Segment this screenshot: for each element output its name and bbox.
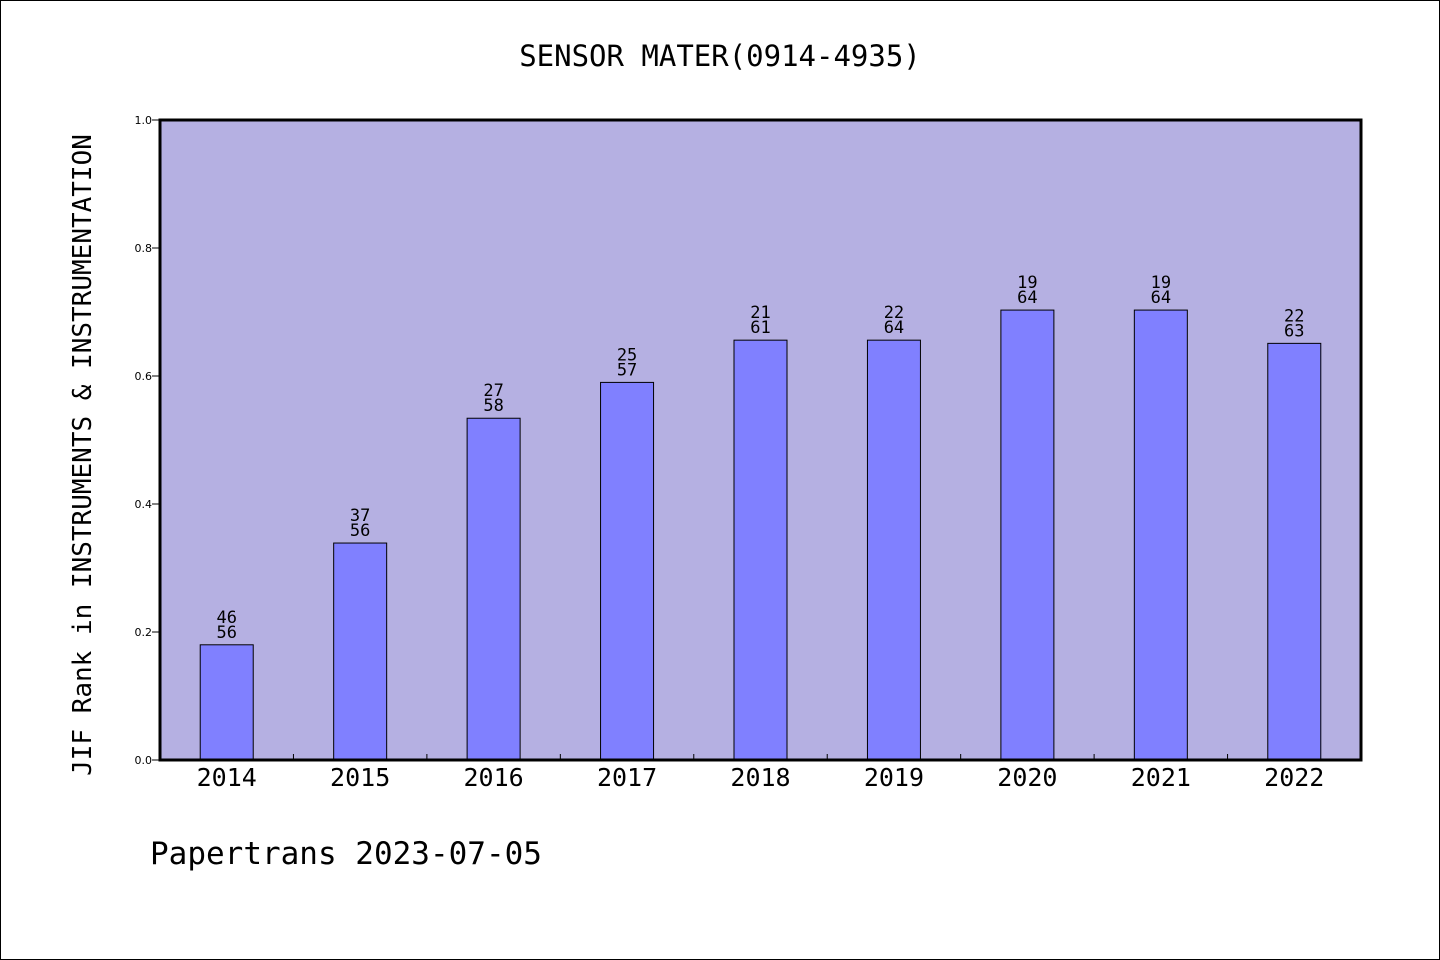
bar-2021 (1133, 309, 1188, 761)
x-tick-label: 2017 (597, 763, 657, 792)
x-tick-label: 2020 (997, 763, 1057, 792)
bar-total-label: 56 (350, 521, 370, 541)
bar-total-label: 64 (1017, 288, 1037, 308)
footer-credit: Papertrans 2023-07-05 (150, 836, 542, 872)
x-tick-label: 2014 (197, 763, 257, 792)
bar-rank-label: 19 (1017, 273, 1037, 293)
bar-rank-label: 27 (483, 381, 503, 401)
bar-total-label: 58 (483, 396, 503, 416)
bar-rank-label: 46 (216, 608, 236, 628)
bar-2014 (199, 644, 254, 761)
chart-title: SENSOR MATER(0914-4935) (519, 39, 921, 73)
x-tick-label: 2022 (1264, 763, 1324, 792)
y-tick-label: 0.4 (135, 498, 153, 511)
x-axis-labels: 2014 2015 2016 2017 2018 2019 2020 2021 2022 (197, 763, 1325, 792)
bar-total-label: 56 (216, 623, 236, 643)
x-tick-label: 2015 (330, 763, 390, 792)
y-tick-label: 0.0 (135, 754, 153, 767)
bar-total-label: 64 (1151, 288, 1171, 308)
bar-2019 (866, 339, 921, 761)
y-tick-label: 0.6 (135, 370, 153, 383)
bar-rank-label: 21 (750, 303, 770, 323)
y-axis-ticks: 0.0 0.2 0.4 0.6 0.8 1.0 (135, 114, 160, 767)
x-tick-label: 2021 (1131, 763, 1191, 792)
x-tick-label: 2018 (730, 763, 790, 792)
bar-total-label: 57 (617, 360, 637, 380)
bar-rank-label: 22 (884, 303, 904, 323)
plot-border (158, 118, 1363, 762)
bar-2022 (1267, 342, 1322, 761)
bar-total-label: 63 (1284, 321, 1304, 341)
bar-2016 (466, 417, 521, 761)
bar-2015 (333, 542, 388, 761)
bar-rank-label: 19 (1151, 273, 1171, 293)
bar-total-label: 64 (884, 318, 904, 338)
bar-rank-label: 22 (1284, 306, 1304, 326)
bar-2018 (733, 339, 788, 761)
x-tick-label: 2019 (864, 763, 924, 792)
y-tick-label: 0.2 (135, 626, 153, 639)
bar-rank-label: 37 (350, 506, 370, 526)
y-axis-label: JIF Rank in INSTRUMENTS & INSTRUMENTATIO… (68, 134, 98, 776)
bar-2017 (600, 381, 655, 761)
y-tick-label: 0.8 (135, 242, 153, 255)
bar-rank-label: 25 (617, 345, 637, 365)
x-tick-label: 2016 (464, 763, 524, 792)
bar-total-label: 61 (750, 318, 770, 338)
y-tick-label: 1.0 (135, 114, 153, 127)
bars-group (199, 309, 1322, 761)
bar-2020 (1000, 309, 1055, 761)
